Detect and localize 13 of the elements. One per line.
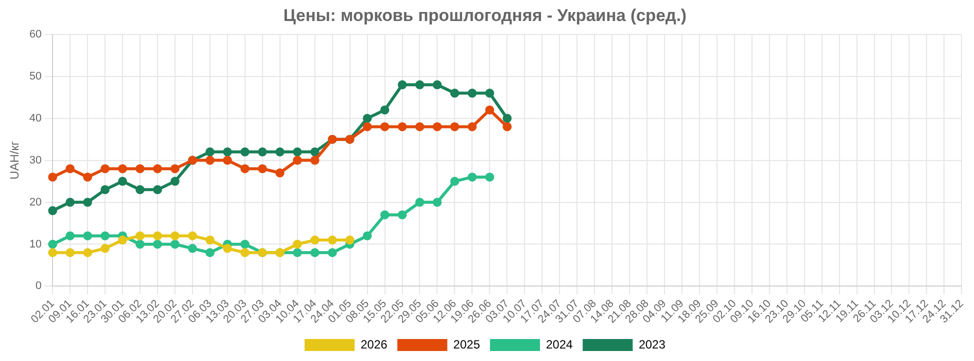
legend-label: 2023 [638,337,666,352]
y-tick-label: 30 [29,154,42,166]
y-tick-label: 60 [29,28,42,40]
y-tick-label: 0 [36,280,42,292]
y-axis-title: UAH/кг [8,140,22,180]
y-tick-label: 10 [29,238,42,250]
legend-label: 2024 [546,337,574,352]
y-tick-label: 40 [29,112,42,124]
legend-label: 2026 [360,337,388,352]
y-tick-label: 20 [29,196,42,208]
legend-label: 2025 [453,337,480,352]
y-tick-label: 50 [29,70,42,82]
chart-title: Цены: морковь прошлогодняя - Украина (сред.) [283,6,687,25]
